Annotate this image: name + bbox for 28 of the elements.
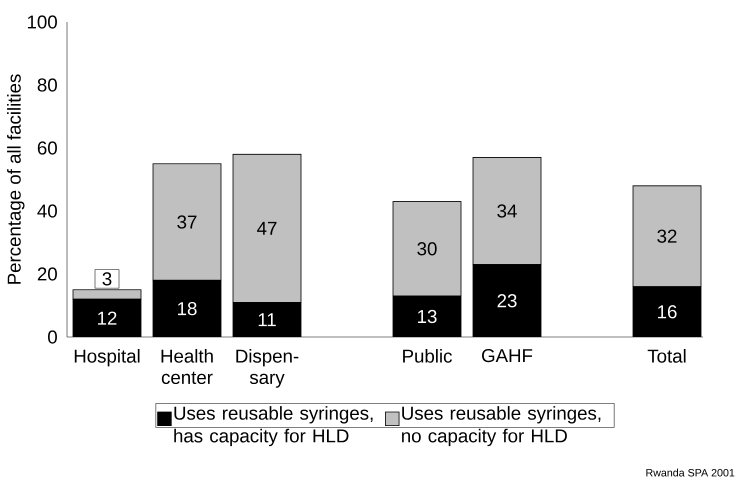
- data-label: 34: [497, 204, 517, 218]
- y-tick-label: 40: [37, 204, 57, 218]
- data-label: 30: [417, 242, 437, 256]
- data-label: 3: [102, 272, 112, 286]
- data-label: 47: [257, 222, 276, 235]
- legend-label: Uses reusable syringes, no capacity for HLD: [402, 406, 600, 446]
- x-tick-label: GAHF: [482, 348, 532, 362]
- data-label: 13: [418, 310, 437, 324]
- y-tick-label: 20: [38, 267, 57, 281]
- data-label: 16: [658, 305, 677, 318]
- data-label: 32: [657, 230, 676, 243]
- y-tick-label: 80: [38, 78, 57, 92]
- x-tick-label: Dispen-sary: [236, 349, 298, 388]
- x-tick-label: Total: [648, 349, 686, 363]
- y-axis-title: Percentage of all facilities: [7, 74, 24, 284]
- data-label: 18: [178, 302, 197, 316]
- y-tick-label: 100: [28, 15, 57, 29]
- y-tick-label: 0: [48, 330, 57, 344]
- legend-label: Uses reusable syringes, has capacity for HLD: [174, 406, 373, 446]
- text: Rwanda SPA 2001: [646, 468, 734, 477]
- data-label: 11: [258, 313, 276, 326]
- y-tick-label: 60: [38, 141, 57, 155]
- x-tick-label: Public: [403, 349, 452, 363]
- data-label: 37: [177, 215, 196, 229]
- x-tick-label: Health center: [162, 349, 213, 384]
- data-label: 12: [98, 312, 116, 325]
- x-tick-label: Hospital: [74, 349, 140, 366]
- data-label: 23: [498, 294, 517, 308]
